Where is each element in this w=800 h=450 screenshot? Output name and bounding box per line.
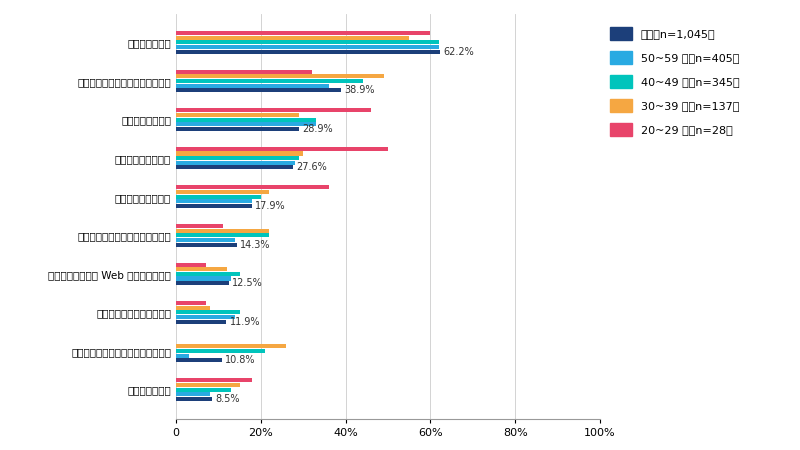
Bar: [176, 306, 210, 310]
Bar: [176, 354, 189, 358]
Bar: [176, 238, 235, 242]
Text: 8.5%: 8.5%: [215, 394, 240, 404]
Bar: [176, 74, 384, 78]
Bar: [176, 185, 329, 189]
Bar: [176, 378, 252, 382]
Bar: [176, 108, 371, 112]
Bar: [176, 156, 299, 160]
Bar: [176, 50, 440, 54]
Bar: [176, 79, 362, 83]
Bar: [176, 40, 439, 45]
Bar: [176, 165, 293, 170]
Bar: [176, 113, 299, 117]
Bar: [176, 36, 410, 40]
Text: 14.3%: 14.3%: [240, 239, 270, 250]
Text: 11.9%: 11.9%: [230, 317, 260, 327]
Bar: [176, 45, 439, 49]
Bar: [176, 397, 212, 401]
Bar: [176, 281, 229, 285]
Bar: [176, 349, 265, 353]
Bar: [176, 70, 312, 74]
Bar: [176, 267, 227, 271]
Text: 17.9%: 17.9%: [255, 201, 286, 211]
Bar: [176, 127, 298, 131]
Bar: [176, 272, 240, 276]
Bar: [176, 152, 303, 156]
Bar: [176, 224, 222, 228]
Bar: [176, 301, 206, 305]
Text: 10.8%: 10.8%: [225, 355, 256, 365]
Bar: [176, 229, 270, 233]
Text: 62.2%: 62.2%: [443, 47, 474, 57]
Bar: [176, 233, 270, 237]
Bar: [176, 276, 231, 280]
Bar: [176, 344, 286, 348]
Text: 12.5%: 12.5%: [232, 278, 263, 288]
Text: 27.6%: 27.6%: [297, 162, 327, 172]
Text: 38.9%: 38.9%: [344, 85, 375, 95]
Bar: [176, 320, 226, 324]
Bar: [176, 204, 252, 208]
Bar: [176, 199, 252, 203]
Bar: [176, 84, 329, 88]
Bar: [176, 190, 270, 194]
Bar: [176, 387, 231, 392]
Bar: [176, 195, 261, 199]
Bar: [176, 122, 316, 126]
Bar: [176, 147, 388, 151]
Bar: [176, 358, 222, 362]
Bar: [176, 117, 316, 122]
Bar: [176, 262, 206, 267]
Bar: [176, 392, 210, 396]
Bar: [176, 315, 235, 319]
Text: 28.9%: 28.9%: [302, 124, 333, 134]
Bar: [176, 161, 294, 165]
Bar: [176, 310, 240, 315]
Bar: [176, 88, 341, 92]
Bar: [176, 243, 237, 247]
Legend: 全体（n=1,045）, 50~59 歳（n=405）, 40~49 歳（n=345）, 30~39 歳（n=137）, 20~29 歳（n=28）: 全体（n=1,045）, 50~59 歳（n=405）, 40~49 歳（n=3…: [610, 27, 739, 136]
Bar: [176, 383, 240, 387]
Bar: [176, 31, 430, 35]
